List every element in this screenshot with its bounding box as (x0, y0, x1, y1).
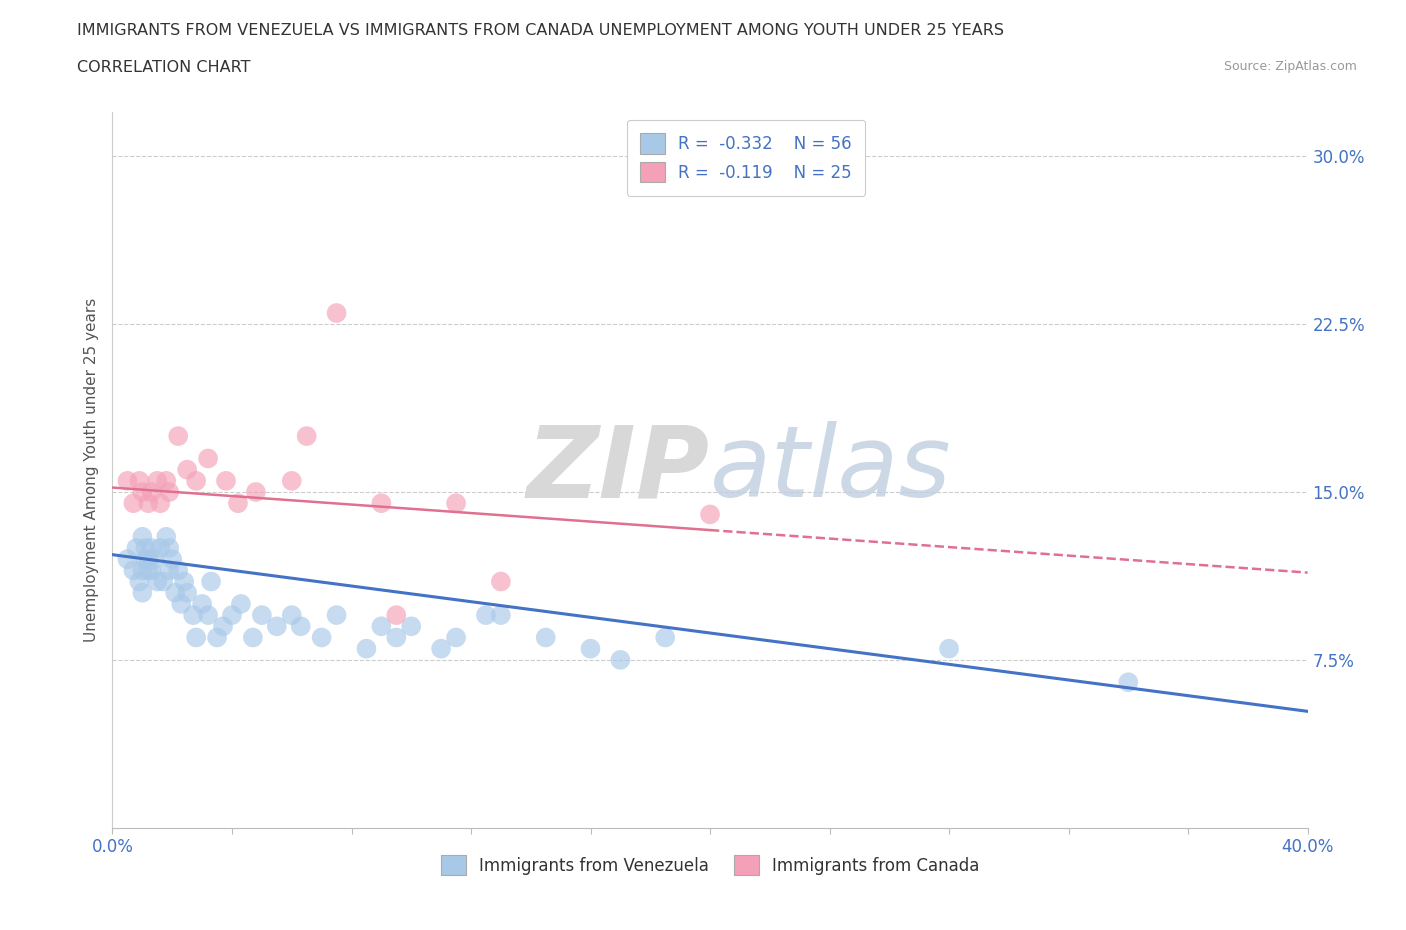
Text: Source: ZipAtlas.com: Source: ZipAtlas.com (1223, 60, 1357, 73)
Point (215, 473, 238, 488)
Point (138, 496, 160, 511)
Point (128, 574, 150, 589)
Point (186, 473, 208, 488)
Point (138, 563, 160, 578)
Point (131, 585, 153, 600)
Text: CORRELATION CHART: CORRELATION CHART (77, 60, 250, 75)
Point (229, 596, 252, 611)
Point (221, 607, 243, 622)
Point (131, 563, 153, 578)
Point (141, 540, 163, 555)
Point (125, 540, 148, 555)
Point (245, 485, 267, 499)
Point (155, 529, 177, 544)
Point (197, 607, 219, 622)
Point (242, 630, 264, 644)
Point (385, 607, 408, 622)
Point (699, 507, 721, 522)
Point (938, 642, 960, 657)
Point (226, 496, 249, 511)
Point (155, 473, 177, 488)
Point (134, 551, 156, 566)
Point (654, 630, 676, 644)
Point (311, 630, 333, 644)
Point (152, 574, 174, 589)
Point (165, 585, 187, 600)
Point (143, 551, 166, 566)
Point (138, 551, 160, 566)
Text: IMMIGRANTS FROM VENEZUELA VS IMMIGRANTS FROM CANADA UNEMPLOYMENT AMONG YOUTH UND: IMMIGRANTS FROM VENEZUELA VS IMMIGRANTS … (77, 23, 1004, 38)
Point (1118, 675, 1140, 690)
Point (131, 529, 153, 544)
Point (157, 540, 180, 555)
Point (534, 630, 557, 644)
Point (181, 607, 204, 622)
Point (370, 618, 392, 633)
Point (200, 574, 222, 589)
Point (266, 618, 288, 633)
Point (281, 473, 304, 488)
Point (149, 496, 172, 511)
Point (146, 473, 169, 488)
Point (325, 306, 347, 321)
Point (176, 462, 198, 477)
Point (205, 630, 228, 644)
Point (489, 574, 512, 589)
Point (170, 596, 193, 611)
Point (134, 540, 156, 555)
Point (356, 642, 378, 657)
Point (117, 473, 139, 488)
Y-axis label: Unemployment Among Youth under 25 years: Unemployment Among Youth under 25 years (84, 298, 100, 642)
Point (579, 642, 602, 657)
Point (430, 642, 453, 657)
Point (176, 585, 198, 600)
Point (370, 496, 392, 511)
Point (186, 630, 208, 644)
Point (489, 607, 512, 622)
Point (157, 485, 180, 499)
Point (401, 618, 423, 633)
Point (295, 429, 318, 444)
Point (290, 618, 312, 633)
Point (325, 607, 347, 622)
Point (157, 563, 180, 578)
Point (167, 429, 190, 444)
Point (609, 653, 631, 668)
Point (128, 473, 150, 488)
Point (385, 630, 408, 644)
Point (122, 563, 145, 578)
Text: atlas: atlas (710, 421, 952, 518)
Point (475, 607, 498, 622)
Point (197, 451, 219, 466)
Point (444, 496, 467, 511)
Point (146, 574, 169, 589)
Point (162, 551, 183, 566)
Point (173, 574, 195, 589)
Text: ZIP: ZIP (527, 421, 710, 518)
Point (250, 607, 273, 622)
Point (131, 485, 153, 499)
Point (191, 596, 214, 611)
Point (281, 607, 304, 622)
Point (117, 551, 139, 566)
Point (122, 496, 145, 511)
Point (149, 540, 172, 555)
Legend: Immigrants from Venezuela, Immigrants from Canada: Immigrants from Venezuela, Immigrants fr… (432, 847, 988, 884)
Point (141, 485, 163, 499)
Point (167, 563, 190, 578)
Point (141, 563, 163, 578)
Point (212, 618, 235, 633)
Point (444, 630, 467, 644)
